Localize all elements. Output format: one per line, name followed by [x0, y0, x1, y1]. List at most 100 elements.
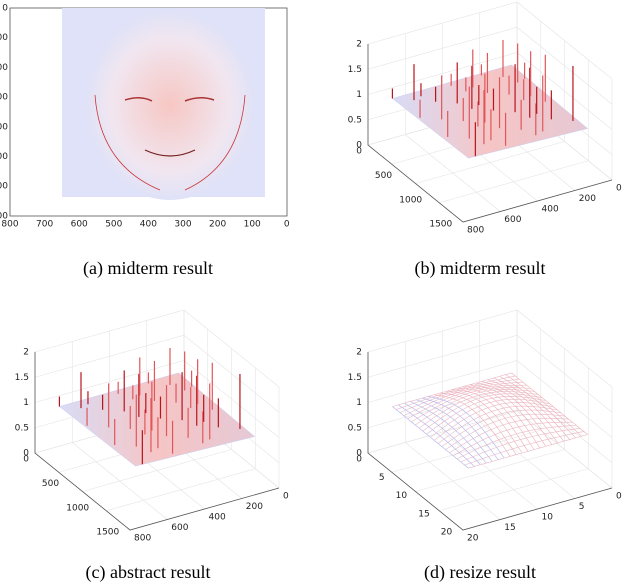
y-tick-label: 200	[0, 33, 8, 43]
y-tick-label: 10	[396, 491, 408, 501]
x-tick-label: 800	[467, 226, 484, 236]
face	[85, 10, 255, 200]
mesh-line	[456, 424, 577, 460]
axis	[367, 352, 613, 531]
grid-line	[439, 160, 589, 204]
mesh-line	[437, 405, 558, 444]
y-tick-label: 0	[23, 455, 29, 465]
x-tick-label: 400	[542, 205, 559, 215]
grid-line	[367, 410, 613, 489]
x-tick-label: 15	[504, 523, 515, 533]
y-tick-label: 1000	[0, 152, 8, 162]
z-tick-label: 1	[356, 398, 362, 408]
z-tick-label: 2	[356, 348, 362, 358]
x-tick-label: 700	[36, 220, 53, 230]
axis	[34, 352, 280, 531]
mesh-line	[481, 381, 559, 444]
mesh-line	[469, 384, 547, 447]
caption: (a) midterm result	[83, 258, 213, 279]
mesh-line	[453, 421, 573, 457]
x-tick-label: 200	[579, 194, 596, 204]
z-tick-label: 0.5	[15, 423, 29, 433]
eyes	[124, 97, 215, 102]
z-tick-label: 1	[356, 90, 362, 100]
mesh-line	[445, 413, 565, 450]
z-tick-label: 2	[356, 40, 362, 50]
x-tick-label: 10	[542, 513, 554, 523]
z-tick-label: 1	[23, 398, 29, 408]
caption: (c) abstract result	[86, 562, 211, 583]
x-tick-label: 0	[616, 184, 622, 194]
mesh-line	[493, 377, 570, 440]
y-tick-label: 15	[418, 509, 429, 519]
y-tick-label: 1200	[0, 182, 8, 192]
mesh-line	[511, 372, 588, 435]
mesh-line	[460, 428, 581, 463]
axis	[367, 44, 613, 223]
panel-a	[9, 7, 288, 217]
x-tick-label: 600	[171, 523, 188, 533]
z-tick-label: 0.5	[348, 115, 362, 125]
grid-line	[516, 410, 613, 489]
mesh-line	[468, 434, 588, 469]
x-tick-label: 400	[140, 220, 157, 230]
grid-line	[106, 468, 256, 512]
mesh-line	[430, 398, 550, 438]
contour	[94, 94, 246, 191]
x-tick-label: 600	[504, 215, 521, 225]
mesh-line	[398, 404, 475, 467]
y-tick-label: 0	[356, 147, 362, 157]
mesh-line	[434, 402, 554, 441]
x-tick-label: 600	[71, 220, 88, 230]
z-tick-label: 1.5	[348, 65, 362, 75]
mesh-line	[464, 431, 584, 466]
mesh-line	[475, 382, 553, 445]
x-tick-label: 5	[579, 502, 585, 512]
mesh-line	[505, 374, 582, 437]
x-tick-label: 0	[283, 492, 289, 502]
grid-line	[367, 334, 613, 413]
y-tick-label: 500	[375, 171, 392, 181]
x-tick-label: 100	[244, 220, 261, 230]
y-tick-label: 20	[441, 528, 453, 538]
x-tick-label: 20	[467, 534, 479, 544]
y-tick-label: 1500	[96, 528, 119, 538]
grid-line	[442, 431, 538, 510]
x-tick-label: 200	[209, 220, 226, 230]
y-tick-label: 400	[0, 63, 8, 73]
x-tick-label: 400	[209, 513, 226, 523]
x-tick-label: 0	[616, 492, 622, 502]
x-tick-label: 800	[134, 534, 151, 544]
z-tick-label: 2	[23, 348, 29, 358]
x-tick-label: 0	[284, 220, 290, 230]
x-tick-label: 800	[1, 220, 18, 230]
y-tick-label: 5	[379, 473, 385, 483]
y-tick-label: 0	[356, 455, 362, 465]
z-tick-label: 0	[356, 141, 362, 151]
y-tick-label: 1000	[66, 503, 89, 513]
y-tick-label: 1000	[399, 195, 422, 205]
surface	[58, 372, 256, 467]
grid-line	[439, 468, 589, 512]
caption: (d) resize result	[424, 562, 536, 583]
surface	[391, 64, 589, 159]
mouth	[144, 149, 196, 157]
z-tick-label: 0	[23, 449, 29, 459]
mesh-line	[457, 387, 535, 450]
x-tick-label: 300	[174, 220, 191, 230]
x-tick-label: 200	[246, 502, 263, 512]
grid-line	[367, 1, 613, 80]
grid-line	[367, 309, 613, 388]
mesh-line	[499, 376, 576, 439]
y-tick-label: 0	[2, 4, 8, 14]
z-tick-label: 1.5	[15, 373, 29, 383]
mesh-line	[449, 418, 569, 453]
caption: (b) midterm result	[415, 258, 546, 279]
x-tick-label: 500	[105, 220, 122, 230]
z-tick-label: 1.5	[348, 373, 362, 383]
y-tick-label: 1400	[0, 211, 8, 221]
